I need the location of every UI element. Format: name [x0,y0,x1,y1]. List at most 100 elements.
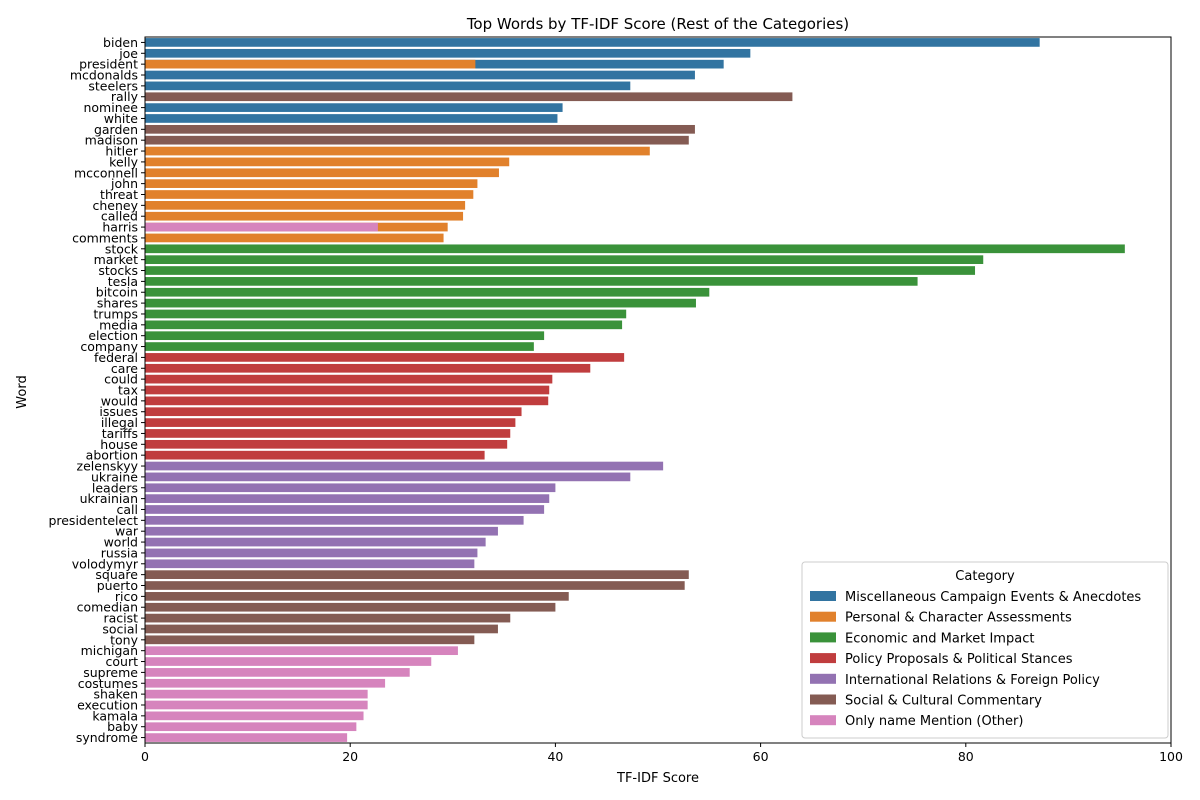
bar-could-3 [145,374,553,384]
bar-square-5 [145,570,689,579]
legend-swatch [810,632,836,643]
legend-swatch [810,591,836,601]
y-tick-label: tariffs [102,426,138,441]
y-tick-label: market [94,252,138,267]
bar-abortion-3 [145,450,485,460]
bar-comments-1 [145,233,444,243]
legend-swatch [810,673,836,684]
y-tick-label: michigan [81,643,138,658]
legend-swatch [810,694,836,705]
y-tick-label: call [117,502,138,517]
bar-house-3 [145,439,508,449]
bar-issues-3 [145,407,522,417]
x-tick-label: 0 [141,749,149,764]
x-tick-label: 20 [342,749,358,764]
x-axis-label: TF-IDF Score [616,771,699,786]
x-tick-label: 40 [547,749,563,764]
bar-war-4 [145,526,498,536]
y-tick-label: abortion [86,448,138,463]
bar-shaken-6 [145,689,368,699]
chart-title: Top Words by TF-IDF Score (Rest of the C… [466,15,849,33]
y-tick-label: bitcoin [96,285,138,300]
bar-presidentelect-4 [145,515,524,525]
y-tick-label: rico [115,589,138,604]
y-tick-label: trumps [93,306,138,321]
legend-title: Category [955,569,1015,584]
legend-label: Policy Proposals & Political Stances [845,652,1073,667]
y-tick-label: white [104,111,139,126]
bar-bitcoin-2 [145,287,710,297]
bar-white-0 [145,114,558,123]
y-tick-label: square [95,567,138,582]
y-tick-label: biden [103,35,138,50]
bar-john-1 [145,179,478,188]
x-ticks-layer: 0 20 40 60 80 100 [141,743,1183,764]
bar-steelers-0 [145,81,631,91]
bar-tesla-2 [145,277,918,286]
bar-madison-5 [145,135,689,145]
y-tick-label: tax [118,383,138,398]
bar-michigan-6 [145,646,458,656]
y-tick-label: kelly [109,154,138,169]
y-tick-label: care [111,361,138,376]
y-tick-label: supreme [83,665,138,680]
y-tick-label: cheney [93,198,139,213]
bar-stocks-2 [145,266,976,275]
bar-federal-3 [145,353,625,362]
y-tick-label: garden [94,122,138,137]
y-tick-label: shaken [93,687,138,702]
legend-label: Only name Mention (Other) [845,714,1023,729]
y-tick-label: volodymyr [72,556,139,571]
y-axis-label: Word [15,375,30,408]
legend-swatch [810,611,836,622]
y-tick-label: zelenskyy [77,459,139,474]
y-tick-label: execution [77,697,138,712]
bar-trumps-2 [145,309,627,319]
bar-social-5 [145,624,498,634]
bar-rally-5 [145,92,793,102]
y-tick-label: war [115,524,139,539]
y-tick-label: tony [110,632,138,647]
bars-layer [145,38,1125,742]
bar-president-1 [145,59,476,69]
y-tick-label: baby [107,719,139,734]
bar-illegal-3 [145,418,516,427]
y-tick-label: kamala [92,708,138,723]
legend: Category Miscellaneous Campaign Events &… [801,561,1169,739]
bar-costumes-6 [145,678,386,688]
legend-frame [801,561,1169,739]
y-tick-label: leaders [92,480,138,495]
bar-cheney-1 [145,201,466,210]
x-tick-label: 80 [958,749,974,764]
y-tick-label: federal [94,350,138,365]
legend-label: Social & Cultural Commentary [845,694,1042,709]
bar-rico-5 [145,592,569,601]
y-tick-label: harris [102,220,138,235]
y-tick-label: john [110,176,138,191]
y-tick-label: stocks [98,263,138,278]
bar-world-4 [145,537,486,547]
bar-russia-4 [145,548,478,558]
legend-entries: Miscellaneous Campaign Events & Anecdote… [810,590,1141,729]
bar-call-4 [145,505,545,514]
y-tick-label: issues [99,404,138,419]
y-tick-label: could [104,372,138,387]
y-tick-label: madison [85,133,138,148]
legend-label: Personal & Character Assessments [845,611,1072,626]
y-tick-label: syndrome [76,730,138,745]
y-tick-label: russia [101,545,138,560]
bar-biden-0 [145,38,1040,47]
bar-execution-6 [145,700,368,710]
y-tick-label: threat [100,187,138,202]
bar-nominee-0 [145,103,563,112]
bar-ukraine-4 [145,472,631,482]
bar-called-1 [145,211,464,221]
bar-media-2 [145,320,623,330]
y-tick-label: joe [118,46,138,61]
y-tick-label: house [100,437,138,452]
y-tick-label: hitler [105,144,138,159]
y-tick-label: illegal [101,415,138,430]
y-tick-label: election [88,328,138,343]
y-tick-label: called [101,209,138,224]
